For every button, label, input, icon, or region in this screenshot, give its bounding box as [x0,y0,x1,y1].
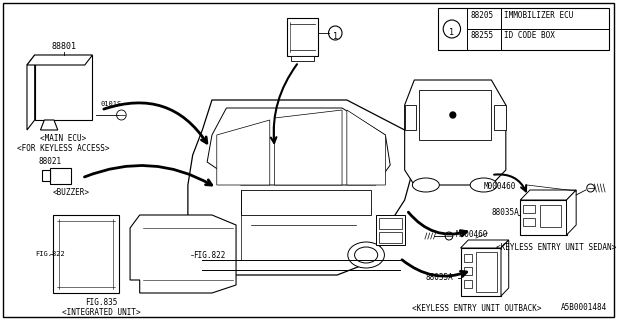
Text: FIG.835: FIG.835 [85,298,117,307]
Bar [520,200,566,235]
Bar [379,232,402,243]
Ellipse shape [470,178,497,192]
Text: A5B0001484: A5B0001484 [561,303,607,312]
Text: IMMOBILIZER ECU: IMMOBILIZER ECU [504,11,573,20]
Bar [419,90,492,140]
Bar [465,267,472,275]
Text: <KEYLESS ENTRY UNIT SEDAN>: <KEYLESS ENTRY UNIT SEDAN> [496,243,616,252]
Bar [476,252,497,292]
Bar [35,55,93,120]
Bar [376,215,404,245]
Polygon shape [520,190,576,200]
Bar [50,168,71,184]
Text: 88035A: 88035A [425,274,453,283]
Polygon shape [217,120,270,185]
Bar [465,280,472,288]
Text: M000460: M000460 [484,182,516,191]
Circle shape [443,20,461,38]
Text: 88205: 88205 [470,11,493,20]
Text: <BUZZER>: <BUZZER> [53,188,90,197]
Polygon shape [461,240,509,248]
Text: 88021: 88021 [38,157,61,166]
Ellipse shape [412,178,439,192]
Text: FIG.822: FIG.822 [193,251,225,260]
Bar [404,105,416,130]
Text: <FOR KEYLESS ACCESS>: <FOR KEYLESS ACCESS> [17,144,110,153]
Circle shape [450,112,456,118]
Polygon shape [566,190,576,235]
Ellipse shape [355,247,378,263]
Circle shape [587,184,595,192]
Bar [461,248,501,296]
Circle shape [116,110,126,120]
Bar [42,170,50,181]
Text: 1: 1 [333,31,338,41]
Bar [523,218,535,226]
Polygon shape [347,110,385,185]
Bar [465,254,472,262]
Polygon shape [501,240,509,296]
Polygon shape [130,215,236,293]
Text: M000460: M000460 [456,230,488,239]
Polygon shape [241,190,371,215]
Ellipse shape [179,224,207,246]
Text: 1: 1 [449,28,454,36]
Bar [53,215,118,293]
Text: <MAIN ECU>: <MAIN ECU> [40,134,86,143]
Circle shape [328,26,342,40]
Circle shape [445,232,453,240]
Polygon shape [40,120,58,130]
Polygon shape [207,108,390,185]
Text: 88255: 88255 [470,31,493,40]
Text: 88801: 88801 [51,42,76,51]
Text: <INTEGRATED UNIT>: <INTEGRATED UNIT> [62,308,140,317]
Ellipse shape [348,242,385,268]
Polygon shape [275,110,342,185]
Polygon shape [27,55,93,65]
Polygon shape [27,55,35,130]
Ellipse shape [184,228,202,242]
Bar [523,205,535,213]
Polygon shape [404,80,506,185]
Text: FIG.822: FIG.822 [36,251,65,257]
Bar [540,205,561,227]
Polygon shape [188,100,414,275]
Text: 0101S: 0101S [100,101,122,107]
Text: ID CODE BOX: ID CODE BOX [504,31,555,40]
Bar [287,18,318,56]
Bar [291,56,314,61]
Bar [379,218,402,229]
Text: <KEYLESS ENTRY UNIT OUTBACK>: <KEYLESS ENTRY UNIT OUTBACK> [412,304,542,313]
Text: 88035A: 88035A [492,207,519,217]
Bar [494,105,506,130]
Bar [438,8,609,50]
